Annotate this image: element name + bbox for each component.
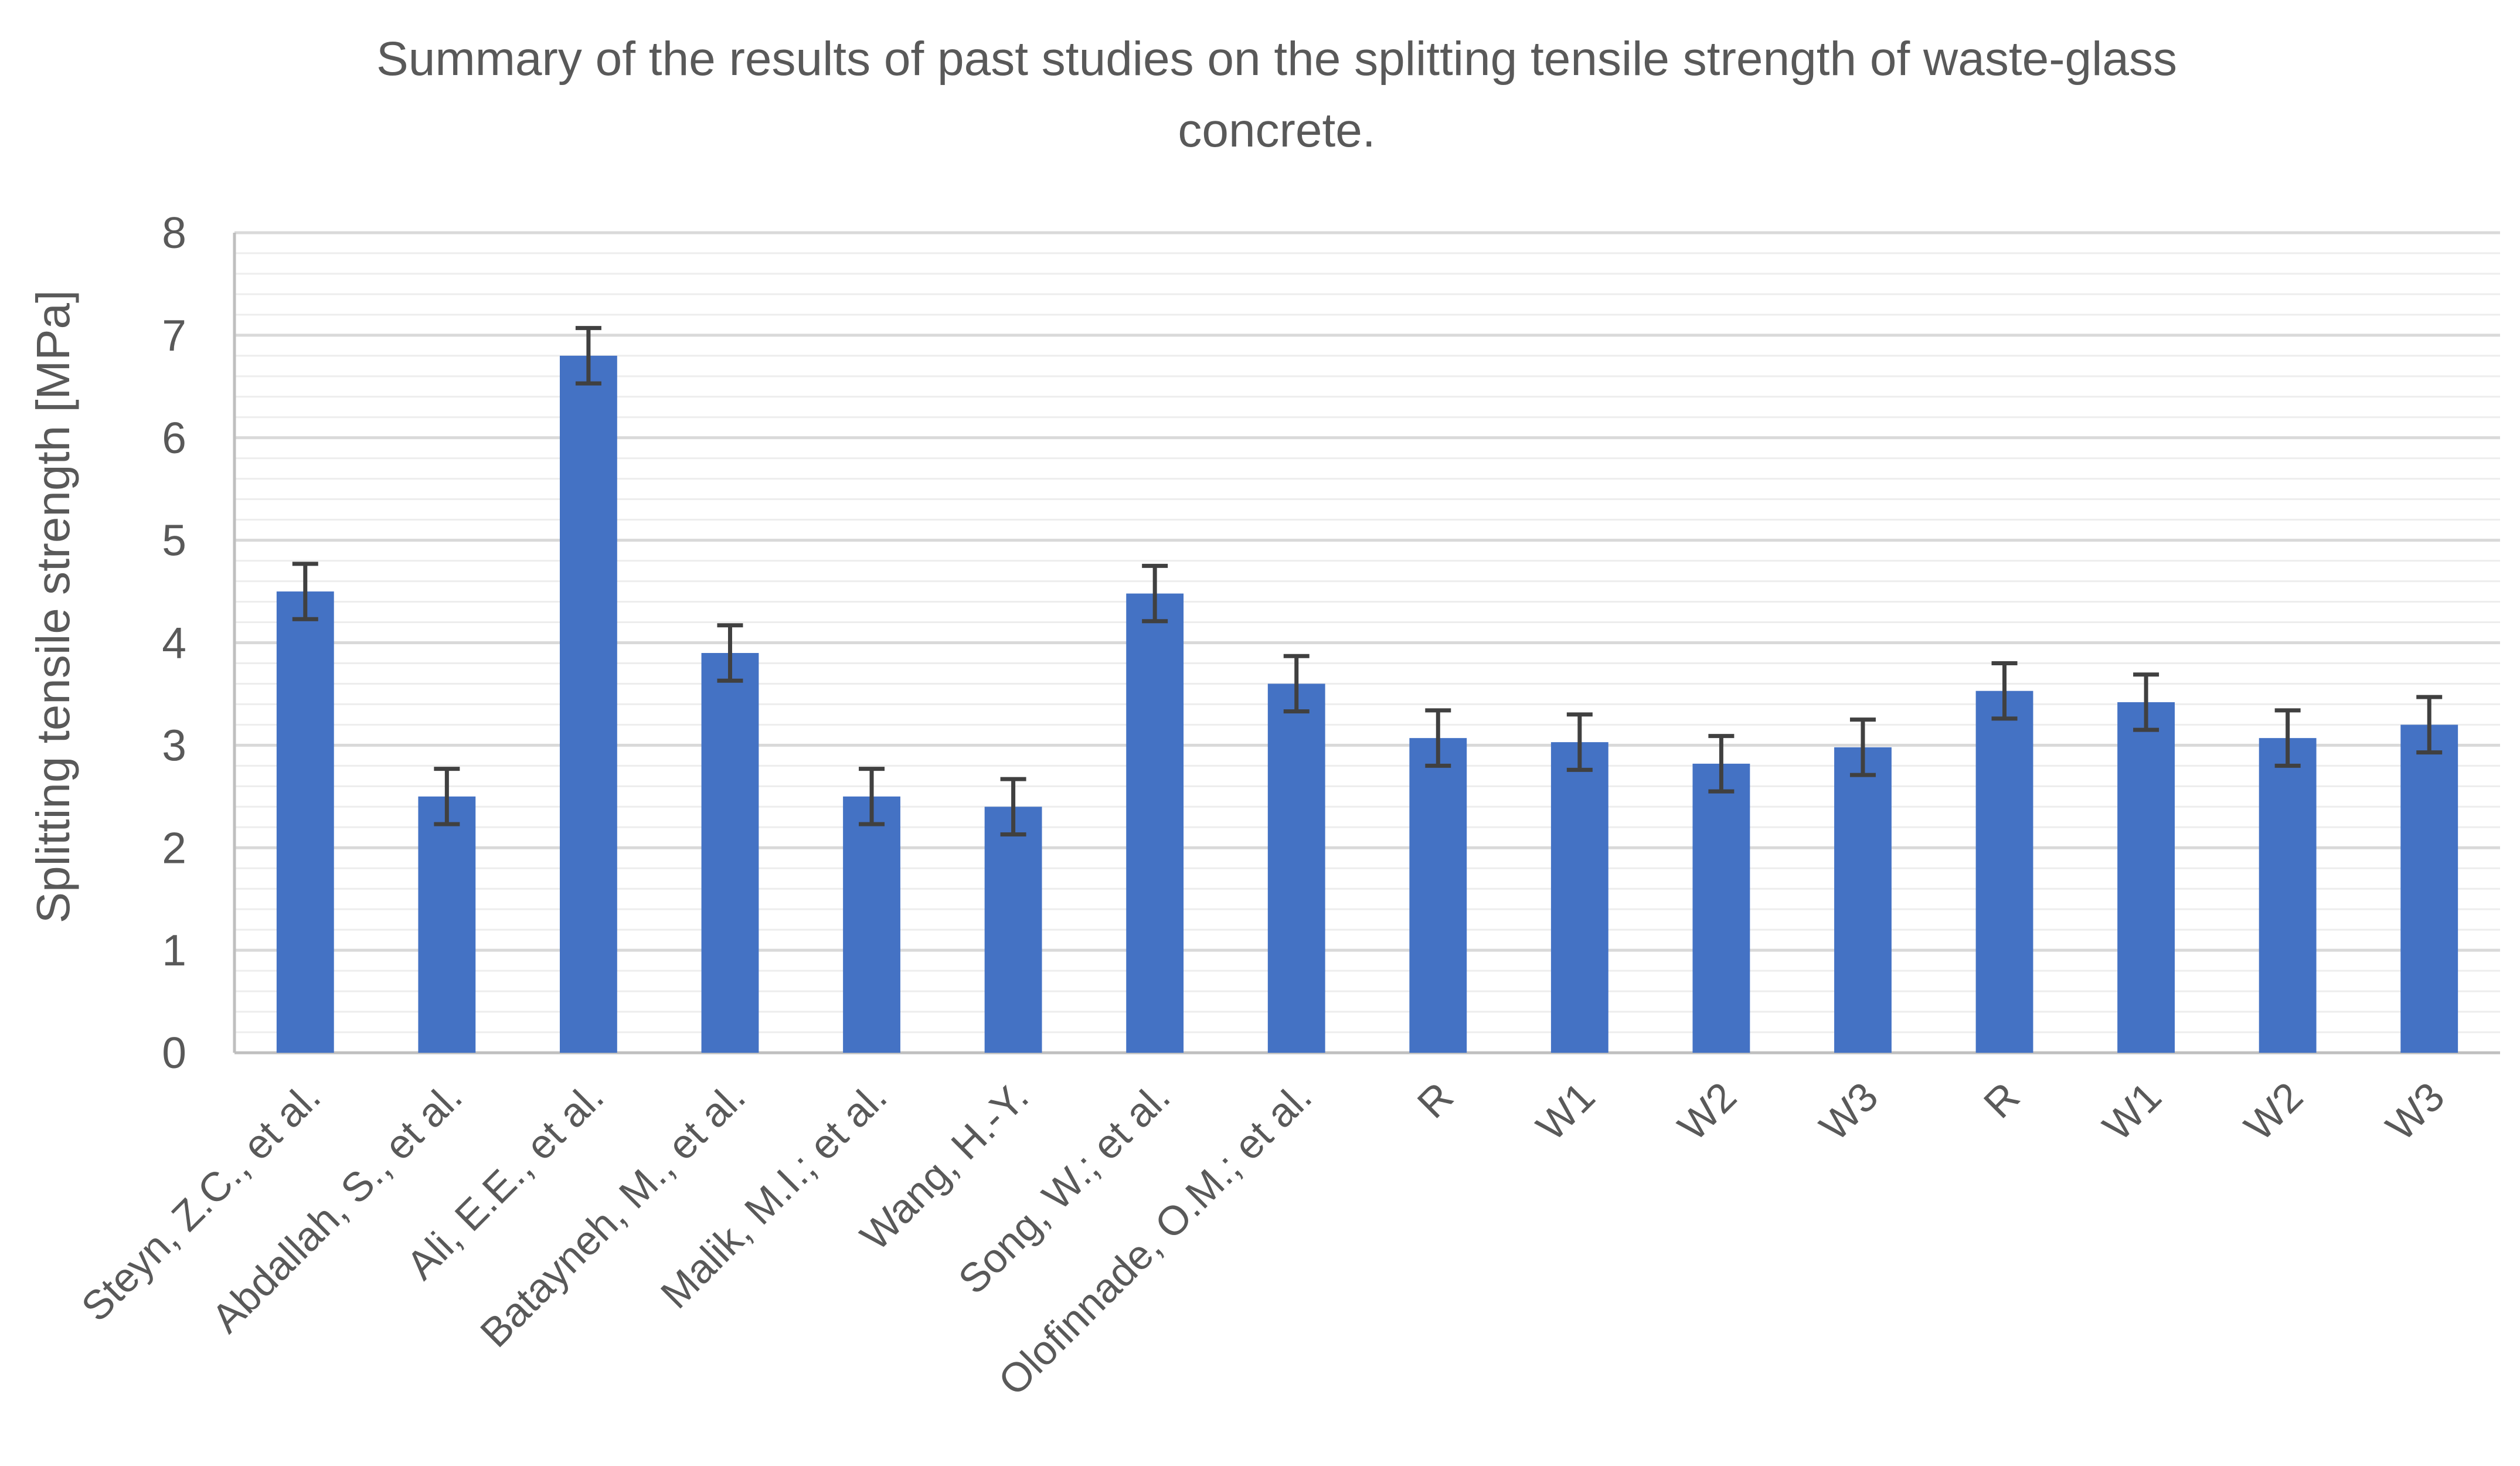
y-tick-label: 4 (162, 618, 186, 668)
bar (1550, 742, 1608, 1053)
chart-title: Summary of the results of past studies o… (376, 32, 2177, 157)
bar (418, 796, 476, 1053)
y-tick-label: 5 (162, 516, 186, 565)
x-category-label: W3 (1811, 1073, 1886, 1149)
y-axis-tick-labels: 0 1 2 3 4 5 6 7 8 (162, 208, 186, 1077)
x-category-label: R (1409, 1073, 1462, 1127)
bar (276, 591, 334, 1053)
x-category-label: W2 (2236, 1073, 2311, 1149)
y-tick-label: 6 (162, 413, 186, 462)
bar (559, 355, 617, 1053)
bar (1126, 593, 1184, 1053)
y-tick-label: 8 (162, 208, 186, 257)
y-tick-label: 1 (162, 926, 186, 975)
bar (1692, 763, 1750, 1053)
bar (984, 807, 1042, 1053)
x-category-label: Steyn, Z.C., et al. (73, 1073, 329, 1330)
bar (2117, 702, 2175, 1053)
x-category-label: W3 (2377, 1073, 2453, 1149)
bar (1834, 747, 1892, 1053)
x-category-label: W1 (1528, 1073, 1603, 1149)
y-tick-label: 3 (162, 720, 186, 770)
y-tick-label: 0 (162, 1028, 186, 1077)
x-category-label: W2 (1669, 1073, 1745, 1149)
bar (843, 796, 900, 1053)
x-category-label: Abdallah, S., et al. (203, 1073, 471, 1341)
x-category-label: Batayneh, M., et al. (471, 1073, 754, 1356)
y-axis-title: Splitting tensile strength [MPa] (27, 290, 79, 924)
bar (2259, 738, 2317, 1053)
y-tick-label: 7 (162, 311, 186, 360)
y-tick-label: 2 (162, 823, 186, 872)
chart-title-line-2: concrete. (1178, 104, 1375, 157)
bar (1267, 683, 1325, 1053)
chart-title-line-1: Summary of the results of past studies o… (376, 32, 2177, 86)
x-axis-category-labels: Steyn, Z.C., et al.Abdallah, S., et al.A… (73, 1073, 2453, 1404)
bar (1975, 691, 2033, 1053)
bar (1409, 738, 1467, 1053)
bar (701, 652, 759, 1053)
error-bars (292, 326, 2443, 837)
x-category-label: R (1975, 1073, 2028, 1127)
bar (2400, 725, 2458, 1053)
x-category-label: W1 (2094, 1073, 2169, 1149)
bars (276, 355, 2458, 1053)
